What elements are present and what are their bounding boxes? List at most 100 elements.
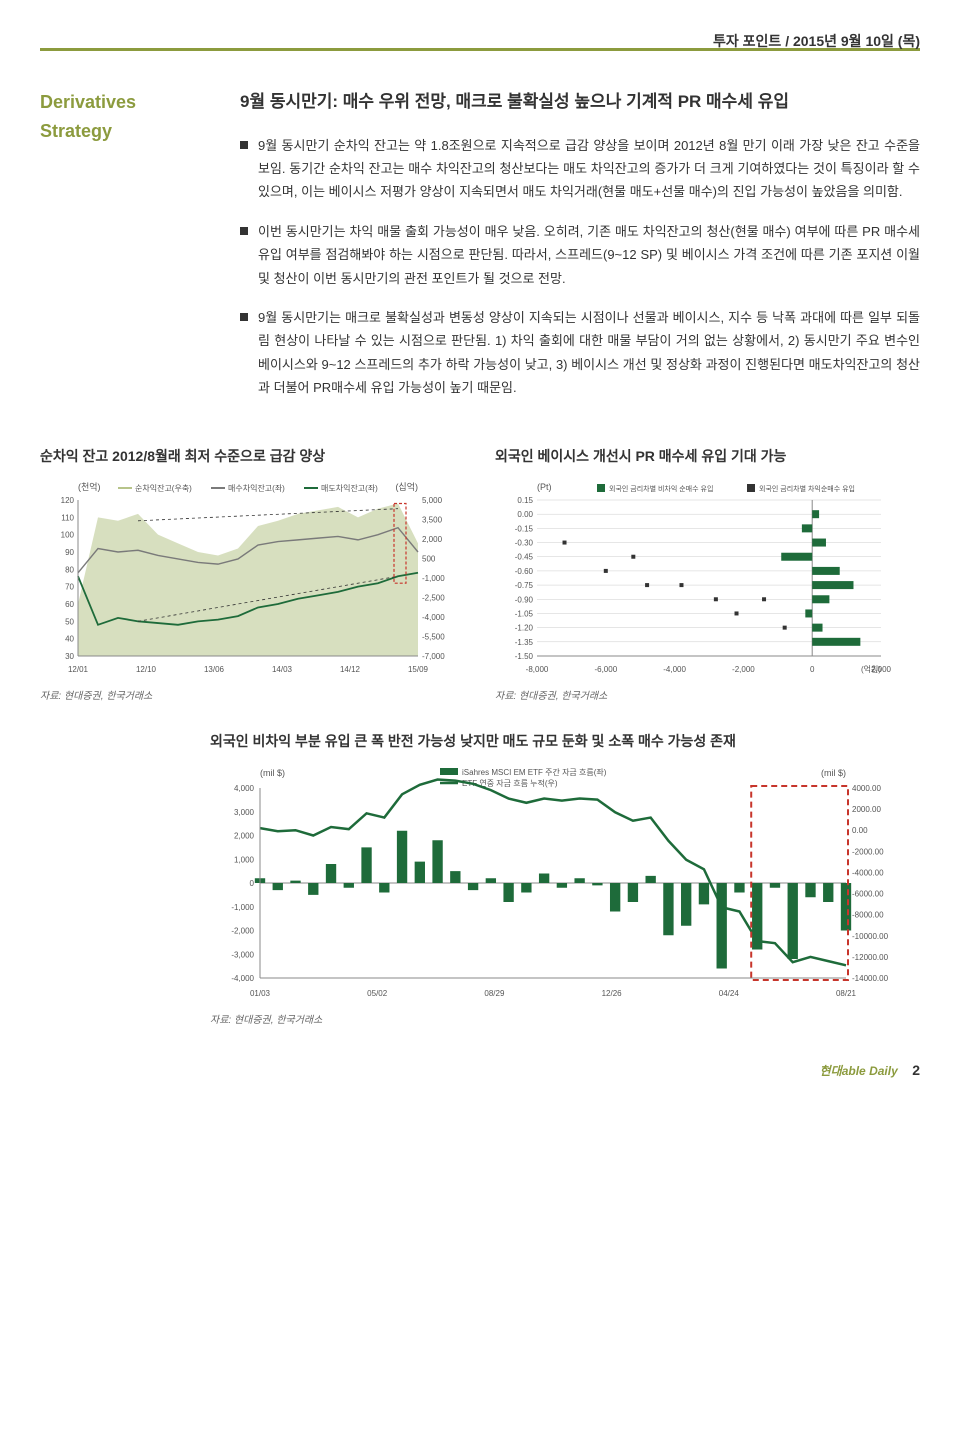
header-title: 투자 포인트 / 2015년 9월 10일 (목) [713, 33, 920, 49]
page-header: 투자 포인트 / 2015년 9월 10일 (목) [40, 30, 920, 58]
svg-text:04/24: 04/24 [719, 989, 740, 998]
svg-text:0.00: 0.00 [852, 826, 868, 835]
svg-text:-1.20: -1.20 [515, 624, 534, 633]
svg-text:-1.50: -1.50 [515, 652, 534, 661]
svg-text:2000.00: 2000.00 [852, 805, 881, 814]
svg-text:iSahres MSCI EM ETF 주간 자금 흐름(좌: iSahres MSCI EM ETF 주간 자금 흐름(좌) [462, 767, 607, 777]
svg-text:4000.00: 4000.00 [852, 784, 881, 793]
svg-text:15/09: 15/09 [408, 665, 429, 674]
svg-text:-7,000: -7,000 [422, 652, 445, 661]
svg-text:50: 50 [65, 617, 74, 626]
chart3: (mil $) (mil $) iSahres MSCI EM ETF 주간 자금 … [210, 762, 920, 1009]
main-title: 9월 동시만기: 매수 우위 전망, 매크로 불확실성 높으나 기계적 PR 매… [240, 88, 920, 115]
svg-text:4,000: 4,000 [234, 784, 255, 793]
bullet-item: 9월 동시만기 순차익 잔고는 약 1.8조원으로 지속적으로 급감 양상을 보… [240, 134, 920, 204]
footer-logo: 현대able Daily [820, 1064, 898, 1078]
chart1-title: 순차익 잔고 2012/8월래 최저 수준으로 급감 양상 [40, 445, 465, 467]
bullet-marker-icon [240, 227, 248, 235]
chart3-title: 외국인 비차익 부분 유입 큰 폭 반전 가능성 낮지만 매도 규모 둔화 및 … [210, 730, 920, 752]
svg-text:2,000: 2,000 [422, 535, 443, 544]
svg-text:(mil $): (mil $) [260, 768, 285, 778]
svg-text:순차익잔고(우축): 순차익잔고(우축) [135, 483, 192, 493]
bullet-text: 9월 동시만기는 매크로 불확실성과 변동성 양상이 지속되는 시점이나 선물과… [258, 306, 920, 400]
chart2-title: 외국인 베이시스 개선시 PR 매수세 유입 기대 가능 [495, 445, 920, 467]
svg-text:01/03: 01/03 [250, 989, 271, 998]
svg-text:12/01: 12/01 [68, 665, 89, 674]
svg-text:-4,000: -4,000 [663, 665, 686, 674]
svg-text:0: 0 [250, 879, 255, 888]
chart1-svg: (천억)(십억)순차익잔고(우축)매수차익잔고(좌)매도차익잔고(좌)12011… [40, 478, 460, 678]
chart1: (천억)(십억)순차익잔고(우축)매수차익잔고(좌)매도차익잔고(좌)12011… [40, 478, 465, 685]
svg-text:-8000.00: -8000.00 [852, 911, 884, 920]
svg-text:100: 100 [61, 531, 75, 540]
svg-text:08/21: 08/21 [836, 989, 857, 998]
svg-text:60: 60 [65, 600, 74, 609]
svg-text:0: 0 [810, 665, 815, 674]
svg-text:-10000.00: -10000.00 [852, 932, 889, 941]
strategy-title: Derivatives Strategy [40, 88, 210, 146]
svg-text:3,000: 3,000 [234, 808, 255, 817]
svg-text:08/29: 08/29 [484, 989, 505, 998]
svg-text:-2000.00: -2000.00 [852, 847, 884, 856]
svg-text:-1,000: -1,000 [231, 903, 254, 912]
bullet-item: 이번 동시만기는 차익 매물 출회 가능성이 매우 낮음. 오히려, 기존 매도… [240, 220, 920, 290]
svg-text:500: 500 [422, 554, 436, 563]
svg-text:12/10: 12/10 [136, 665, 157, 674]
svg-text:(Pt): (Pt) [537, 482, 552, 492]
svg-text:-0.15: -0.15 [515, 524, 534, 533]
bullet-marker-icon [240, 141, 248, 149]
svg-text:110: 110 [61, 513, 74, 522]
svg-text:-4,000: -4,000 [231, 974, 254, 983]
chart2-svg: (Pt)(억원)외국인 금리차별 비차익 순매수 유입외국인 금리차별 차익순매… [495, 478, 915, 678]
svg-text:매수차익잔고(좌): 매수차익잔고(좌) [228, 483, 285, 493]
svg-text:-4000.00: -4000.00 [852, 869, 884, 878]
svg-text:-8,000: -8,000 [526, 665, 549, 674]
svg-text:40: 40 [65, 635, 74, 644]
svg-text:5,000: 5,000 [422, 496, 443, 505]
svg-text:외국인 금리차별 차익순매수 유입: 외국인 금리차별 차익순매수 유입 [759, 484, 855, 493]
page-footer: 현대able Daily 2 [40, 1049, 920, 1082]
svg-text:120: 120 [61, 496, 75, 505]
svg-text:-4,000: -4,000 [422, 613, 445, 622]
bullet-item: 9월 동시만기는 매크로 불확실성과 변동성 양상이 지속되는 시점이나 선물과… [240, 306, 920, 400]
svg-text:2,000: 2,000 [234, 832, 255, 841]
chart2: (Pt)(억원)외국인 금리차별 비차익 순매수 유입외국인 금리차별 차익순매… [495, 478, 920, 685]
svg-text:-3,000: -3,000 [231, 950, 254, 959]
svg-text:-1.05: -1.05 [515, 609, 534, 618]
svg-text:30: 30 [65, 652, 74, 661]
svg-text:14/03: 14/03 [272, 665, 293, 674]
svg-text:12/26: 12/26 [602, 989, 623, 998]
svg-text:14/12: 14/12 [340, 665, 361, 674]
svg-text:80: 80 [65, 565, 74, 574]
svg-text:1,000: 1,000 [234, 855, 255, 864]
svg-text:-0.30: -0.30 [515, 538, 534, 547]
svg-text:-2,000: -2,000 [231, 927, 254, 936]
svg-text:(천억): (천억) [78, 481, 101, 492]
svg-text:-1,000: -1,000 [422, 574, 445, 583]
svg-text:70: 70 [65, 583, 74, 592]
svg-text:-0.45: -0.45 [515, 553, 534, 562]
svg-text:-0.75: -0.75 [515, 581, 534, 590]
svg-text:-5,500: -5,500 [422, 632, 445, 641]
svg-text:-0.90: -0.90 [515, 595, 534, 604]
chart2-source: 자료: 현대증권, 한국거래소 [495, 689, 920, 705]
svg-text:-6,000: -6,000 [594, 665, 617, 674]
chart3-source: 자료: 현대증권, 한국거래소 [210, 1013, 920, 1029]
svg-text:-1.35: -1.35 [515, 638, 534, 647]
svg-text:0.00: 0.00 [517, 510, 533, 519]
svg-text:-14000.00: -14000.00 [852, 974, 889, 983]
svg-text:외국인 금리차별 비차익 순매수 유입: 외국인 금리차별 비차익 순매수 유입 [609, 484, 713, 493]
svg-text:0.15: 0.15 [517, 496, 533, 505]
bullet-text: 9월 동시만기 순차익 잔고는 약 1.8조원으로 지속적으로 급감 양상을 보… [258, 134, 920, 204]
footer-page-number: 2 [912, 1062, 920, 1078]
chart3-svg: (mil $) (mil $) iSahres MSCI EM ETF 주간 자금 … [210, 762, 910, 1002]
svg-text:13/06: 13/06 [204, 665, 225, 674]
svg-text:-6000.00: -6000.00 [852, 890, 884, 899]
svg-text:(mil $): (mil $) [821, 768, 846, 778]
svg-text:05/02: 05/02 [367, 989, 388, 998]
svg-text:-2,500: -2,500 [422, 593, 445, 602]
svg-text:-2,000: -2,000 [732, 665, 755, 674]
svg-text:매도차익잔고(좌): 매도차익잔고(좌) [321, 483, 378, 493]
bullet-text: 이번 동시만기는 차익 매물 출회 가능성이 매우 낮음. 오히려, 기존 매도… [258, 220, 920, 290]
svg-text:3,500: 3,500 [422, 515, 443, 524]
